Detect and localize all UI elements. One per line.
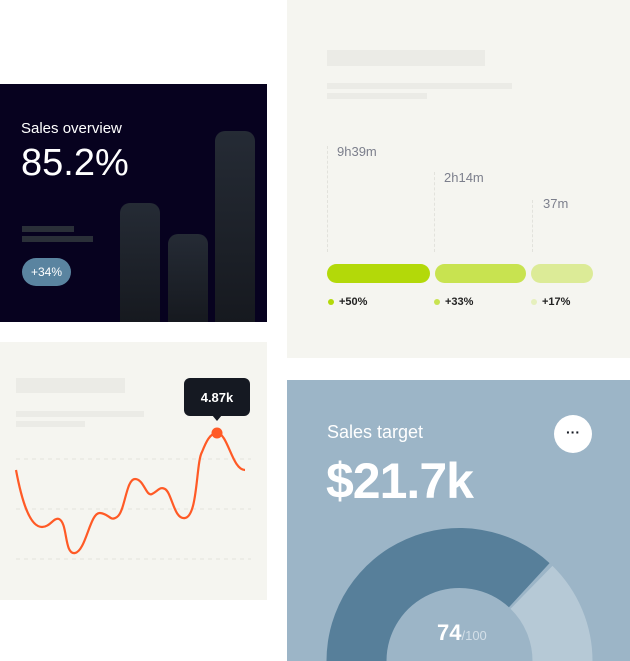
line-chart xyxy=(14,427,251,560)
skeleton-line xyxy=(22,236,93,242)
skeleton-title xyxy=(327,50,485,66)
legend-dot xyxy=(434,299,440,305)
legend-item: +33% xyxy=(434,296,473,308)
sales-target-card: Sales target $21.7k ··· 74/100 xyxy=(287,380,630,661)
more-options-button[interactable]: ··· xyxy=(554,415,592,453)
legend-label: +17% xyxy=(542,296,571,308)
tooltip-arrow xyxy=(212,415,222,421)
gauge-chart xyxy=(326,528,593,661)
bar xyxy=(120,203,160,322)
time-breakdown-card: 9h39m 2h14m 37m +50% +33% +17% xyxy=(287,0,630,358)
bar xyxy=(168,234,208,322)
skeleton-line xyxy=(327,83,512,89)
skeleton-line xyxy=(22,226,74,232)
divider xyxy=(532,200,533,252)
score-max: /100 xyxy=(461,628,487,643)
bar xyxy=(215,131,255,322)
segment-bar xyxy=(531,264,593,283)
highlight-point xyxy=(211,427,223,439)
skeleton-line xyxy=(16,421,85,427)
legend-dot xyxy=(328,299,334,305)
tooltip: 4.87k xyxy=(184,378,250,416)
skeleton-line xyxy=(327,93,427,99)
gauge-filled xyxy=(326,528,550,661)
skeleton-line xyxy=(16,411,144,417)
skeleton-title xyxy=(16,378,125,393)
legend-item: +17% xyxy=(531,296,570,308)
divider xyxy=(327,146,328,252)
segment-bar xyxy=(327,264,430,283)
line-chart-card: 4.87k xyxy=(0,342,267,600)
legend-label: +33% xyxy=(445,296,474,308)
legend-label: +50% xyxy=(339,296,368,308)
time-label: 37m xyxy=(543,196,569,211)
sales-overview-card: Sales overview 85.2% +34% xyxy=(0,84,267,322)
gauge-remaining xyxy=(510,565,593,661)
overview-value: 85.2% xyxy=(21,142,129,184)
legend-dot xyxy=(531,299,537,305)
divider xyxy=(434,172,435,252)
change-badge: +34% xyxy=(22,258,71,286)
ellipsis-icon: ··· xyxy=(566,423,580,440)
time-label: 9h39m xyxy=(337,144,377,159)
segment-bar xyxy=(435,264,526,283)
gauge-score: 74/100 xyxy=(437,620,487,646)
line-series xyxy=(14,431,246,555)
card-title: Sales overview xyxy=(21,120,122,137)
target-value: $21.7k xyxy=(326,453,474,509)
legend-item: +50% xyxy=(328,296,367,308)
time-label: 2h14m xyxy=(444,170,484,185)
score-value: 74 xyxy=(437,620,462,645)
card-title: Sales target xyxy=(327,422,424,442)
